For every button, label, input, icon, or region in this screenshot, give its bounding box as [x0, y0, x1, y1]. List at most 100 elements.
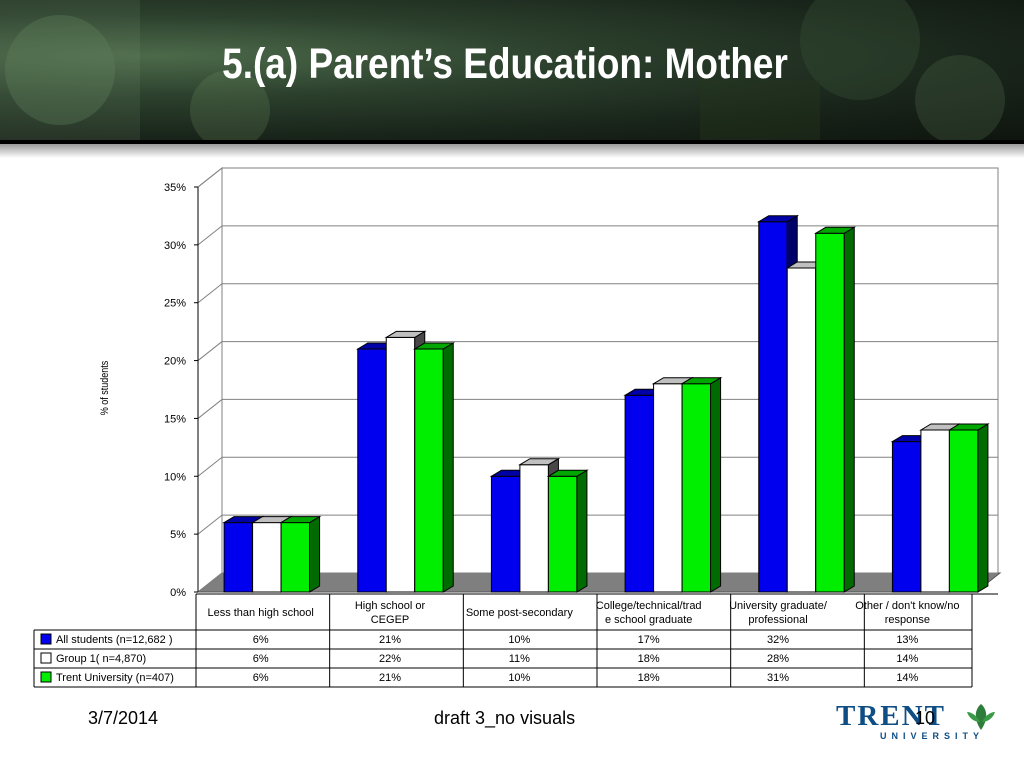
- bar: [546, 469, 589, 593]
- y-tick-label: 25%: [164, 298, 186, 310]
- bar-side: [576, 469, 588, 593]
- bar-side: [442, 342, 454, 593]
- gridline-diagonal: [197, 572, 223, 593]
- bar-front: [681, 383, 712, 593]
- slide-number: 10: [915, 708, 936, 728]
- y-tick-label: 15%: [164, 413, 186, 425]
- bar-top: [813, 226, 857, 234]
- legend-swatch: [40, 671, 52, 683]
- bar-top: [947, 423, 990, 431]
- logo-subtext: UNIVERSITY: [880, 731, 985, 741]
- bar-front: [280, 522, 311, 593]
- category-label: High school or: [355, 600, 426, 612]
- data-label: 21%: [379, 672, 401, 684]
- y-tick-label: 10%: [164, 471, 186, 483]
- data-label: 18%: [638, 672, 660, 684]
- data-label: 28%: [767, 653, 789, 665]
- gridline-diagonal: [197, 514, 223, 535]
- gridline-diagonal: [197, 283, 223, 304]
- bar-front: [357, 348, 387, 593]
- bar-side: [977, 423, 989, 593]
- y-tick-label: 30%: [164, 240, 186, 252]
- legend-swatch: [40, 652, 52, 664]
- slide-title: 5.(a) Parent’s Education: Mother: [222, 40, 788, 88]
- data-label: 32%: [767, 634, 789, 646]
- bar-side: [309, 515, 321, 593]
- bar-top: [756, 215, 800, 223]
- legend-label: Group 1( n=4,870): [56, 653, 146, 665]
- y-axis-label: % of students: [99, 361, 111, 416]
- y-tick-label: 5%: [170, 529, 186, 541]
- bar-front: [948, 429, 979, 593]
- category-label: Other / don't know/no: [855, 600, 959, 612]
- bar-front: [547, 475, 578, 593]
- gridline-diagonal: [197, 167, 223, 188]
- footer-center-text: draft 3_no visuals: [434, 708, 576, 728]
- legend-swatch: [40, 633, 52, 645]
- legend-label: All students (n=12,682 ): [56, 634, 173, 646]
- bar-front: [519, 464, 549, 593]
- header-texture: [0, 0, 1005, 140]
- bar: [279, 515, 322, 593]
- bar-front: [385, 336, 416, 593]
- y-tick-label: 35%: [164, 182, 186, 194]
- bar-front: [920, 429, 950, 593]
- bar-front: [223, 522, 254, 593]
- category-label: response: [885, 614, 930, 626]
- bar-front: [490, 475, 521, 593]
- bar-top: [518, 458, 561, 466]
- bar-side: [843, 226, 855, 593]
- trent-logo: TRENT UNIVERSITY: [836, 698, 1001, 748]
- bar-front: [758, 221, 788, 593]
- category-label: CEGEP: [371, 614, 410, 626]
- bar-top: [546, 469, 589, 477]
- data-label: 14%: [896, 672, 918, 684]
- data-label: 21%: [379, 634, 401, 646]
- bar-front: [891, 441, 922, 593]
- legend-label: Trent University (n=407): [56, 672, 174, 684]
- header-banner: 5.(a) Parent’s Education: Mother: [0, 0, 1024, 140]
- header-divider: [0, 140, 1024, 144]
- data-label: 10%: [508, 672, 530, 684]
- header-shadow: [0, 144, 1024, 158]
- logo-leaf-icon: [967, 704, 995, 730]
- bar-front: [252, 522, 282, 593]
- data-label: 6%: [253, 672, 269, 684]
- gridline-diagonal: [197, 399, 223, 419]
- chart-back-wall: [221, 167, 999, 574]
- footer-date: 3/7/2014: [88, 708, 159, 728]
- bar-top: [279, 516, 322, 524]
- data-label: 13%: [896, 634, 918, 646]
- bar-front: [414, 348, 444, 593]
- gridline-diagonal: [197, 341, 223, 361]
- bar: [680, 376, 723, 593]
- data-label: 11%: [509, 653, 530, 665]
- bar: [412, 342, 456, 593]
- category-label: Some post-secondary: [466, 607, 573, 619]
- bar-top: [680, 377, 723, 385]
- gridline-diagonal: [197, 225, 223, 246]
- bar-front: [786, 267, 817, 593]
- bar-front: [815, 232, 845, 593]
- data-label: 6%: [253, 653, 269, 665]
- data-label: 6%: [253, 634, 269, 646]
- bar-top: [412, 342, 456, 350]
- data-label: 17%: [638, 634, 660, 646]
- category-label: e school graduate: [605, 614, 692, 626]
- bar-side: [710, 376, 722, 593]
- bar: [813, 226, 857, 593]
- bar-front: [653, 383, 683, 593]
- bar-front: [624, 394, 655, 593]
- bar: [947, 423, 990, 593]
- y-tick-label: 0%: [170, 587, 186, 599]
- bar-top: [384, 330, 427, 338]
- category-label: College/technical/trad: [596, 600, 702, 612]
- data-label: 18%: [638, 653, 660, 665]
- bar-chart: 0% 5% 10% 15% 20% 25% 30% 35% % of students Less …: [33, 166, 1002, 688]
- category-label: professional: [748, 614, 807, 626]
- y-tick-label: 20%: [164, 356, 186, 368]
- data-label: 14%: [896, 653, 918, 665]
- data-label: 31%: [767, 672, 789, 684]
- gridline-diagonal: [197, 456, 223, 477]
- category-label: University graduate/: [729, 600, 828, 612]
